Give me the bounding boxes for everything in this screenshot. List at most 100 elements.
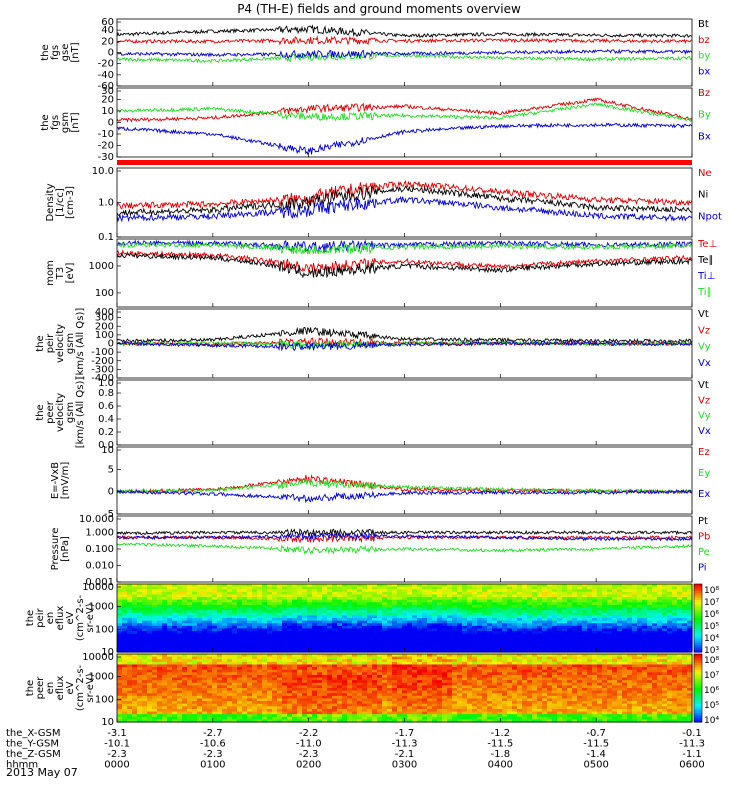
spectrogram-cell xyxy=(352,698,358,702)
spectrogram-cell xyxy=(387,625,393,630)
spectrogram-cell xyxy=(457,604,463,609)
spectrogram-cell xyxy=(247,628,253,632)
spectrogram-cell xyxy=(122,597,128,601)
spectrogram-cell xyxy=(482,599,488,603)
spectrogram-cell xyxy=(427,677,433,681)
spectrogram-cell xyxy=(477,610,483,614)
spectrogram-cell xyxy=(122,690,128,694)
spectrogram-cell xyxy=(407,625,413,630)
spectrogram-cell xyxy=(167,607,173,611)
spectrogram-cell xyxy=(207,612,213,616)
spectrogram-cell xyxy=(587,633,593,637)
spectrogram-cell xyxy=(492,591,498,596)
spectrogram-cell xyxy=(277,586,283,590)
spectrogram-cell xyxy=(127,584,133,588)
panel-frame xyxy=(116,87,693,158)
spectrogram-cell xyxy=(682,625,688,630)
spectrogram-cell xyxy=(177,641,183,645)
spectrogram-cell xyxy=(387,685,393,689)
spectrogram-cell xyxy=(382,615,388,619)
spectrogram-cell xyxy=(647,597,653,601)
spectrogram-cell xyxy=(637,594,643,598)
spectrogram-cell xyxy=(157,586,163,590)
spectrogram-cell xyxy=(407,602,413,606)
spectrogram-cell xyxy=(432,677,438,681)
spectrogram-cell xyxy=(127,649,133,653)
spectrogram-cell xyxy=(572,636,578,640)
spectrogram-cell xyxy=(487,620,493,624)
spectrogram-cell xyxy=(192,638,198,643)
spectrogram-cell xyxy=(422,644,428,648)
spectrogram-cell xyxy=(292,669,298,673)
spectrogram-cell xyxy=(432,633,438,637)
spectrogram-cell xyxy=(287,607,293,611)
spectrogram-cell xyxy=(132,703,138,707)
spectrogram-cell xyxy=(347,599,353,603)
spectrogram-cell xyxy=(402,661,408,666)
spectrogram-cell xyxy=(577,615,583,619)
spectrogram-cell xyxy=(432,695,438,700)
spectrogram-cell xyxy=(242,716,248,720)
spectrogram-cell xyxy=(127,638,133,643)
spectrogram-cell xyxy=(312,664,318,668)
spectrogram-cell xyxy=(127,680,133,684)
spectrogram-cell xyxy=(497,618,503,622)
spectrogram-cell xyxy=(277,641,283,645)
spectrogram-cell xyxy=(232,633,238,637)
spectrogram-cell xyxy=(137,661,143,666)
spectrogram-cell xyxy=(357,641,363,645)
spectrogram-cell xyxy=(307,628,313,632)
spectrogram-cell xyxy=(427,685,433,689)
spectrogram-cell xyxy=(232,674,238,679)
spectrogram-cell xyxy=(202,669,208,673)
spectrogram-cell xyxy=(477,649,483,653)
spectrogram-cell xyxy=(637,625,643,630)
spectrogram-cell xyxy=(227,695,233,700)
spectrogram-cell xyxy=(402,589,408,593)
spectrogram-cell xyxy=(247,615,253,619)
spectrogram-cell xyxy=(427,636,433,640)
spectrogram-cell xyxy=(277,649,283,653)
spectrogram-cell xyxy=(252,688,258,692)
spectrogram-cell xyxy=(232,659,238,663)
spectrogram-cell xyxy=(512,633,518,637)
spectrogram-cell xyxy=(377,708,383,713)
series-line-Npot xyxy=(116,195,693,223)
spectrogram-cell xyxy=(617,586,623,590)
spectrogram-cell xyxy=(182,641,188,645)
spectrogram-cell xyxy=(537,625,543,630)
spectrogram-cell xyxy=(277,685,283,689)
spectrogram-cell xyxy=(167,602,173,606)
spectrogram-cell xyxy=(202,690,208,694)
spectrogram-cell xyxy=(532,625,538,630)
spectrogram-cell xyxy=(432,589,438,593)
spectrogram-cell xyxy=(407,698,413,702)
spectrogram-cell xyxy=(337,620,343,624)
spectrogram-cell xyxy=(432,656,438,660)
spectrogram-cell xyxy=(447,594,453,598)
spectrogram-cell xyxy=(282,711,288,715)
spectrogram-cell xyxy=(232,638,238,643)
spectrogram-cell xyxy=(157,669,163,673)
spectrogram-cell xyxy=(302,716,308,720)
spectrogram-cell xyxy=(517,618,523,622)
spectrogram-cell xyxy=(157,607,163,611)
spectrogram-cell xyxy=(407,584,413,588)
spectrogram-cell xyxy=(597,607,603,611)
spectrogram-cell xyxy=(222,644,228,648)
spectrogram-cell xyxy=(572,649,578,653)
spectrogram-cell xyxy=(122,628,128,632)
spectrogram-cell xyxy=(277,607,283,611)
spectrogram-cell xyxy=(282,586,288,590)
spectrogram-cell xyxy=(237,597,243,601)
spectrogram-cell xyxy=(222,628,228,632)
spectrogram-cell xyxy=(272,584,278,588)
spectrogram-cell xyxy=(197,685,203,689)
spectrogram-cell xyxy=(687,589,693,593)
spectrogram-cell xyxy=(267,688,273,692)
y-tick-label: 0.001 xyxy=(85,577,114,588)
colorbar-segment xyxy=(694,620,702,624)
spectrogram-cell xyxy=(457,602,463,606)
spectrogram-cell xyxy=(247,646,253,650)
spectrogram-cell xyxy=(337,584,343,588)
